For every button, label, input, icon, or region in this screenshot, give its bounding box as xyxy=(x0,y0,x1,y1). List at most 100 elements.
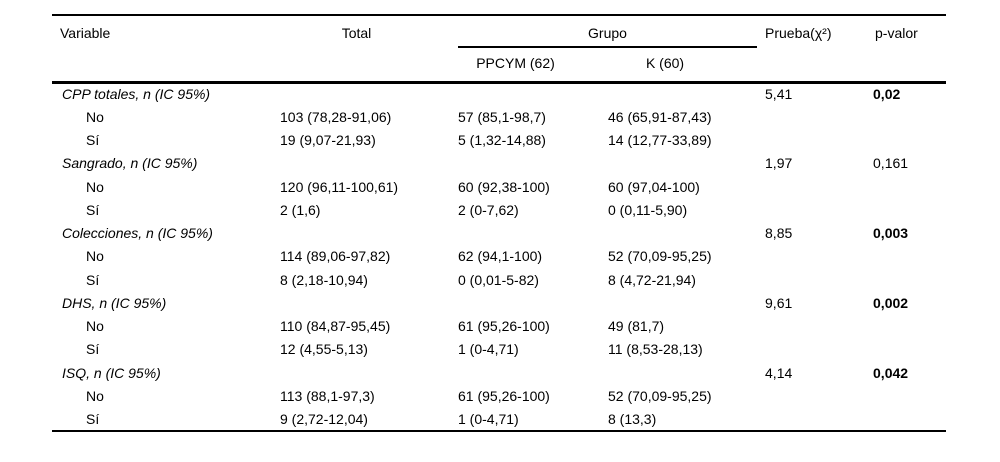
variable-cell: Sí xyxy=(52,407,280,432)
total-cell: 9 (2,72-12,04) xyxy=(280,407,458,432)
prueba-cell xyxy=(757,245,873,268)
ppcym-cell xyxy=(458,361,608,384)
table-row: ISQ, n (IC 95%) 4,14 0,042 xyxy=(52,361,946,384)
k-cell: 46 (65,91-87,43) xyxy=(608,108,712,125)
table-row: DHS, n (IC 95%) 9,61 0,002 xyxy=(52,291,946,314)
pvalor-cell xyxy=(873,315,946,338)
k-cell: 49 (81,7) xyxy=(608,318,665,335)
k-cell: 52 (70,09-95,25) xyxy=(608,387,712,404)
variable-cell: Sí xyxy=(86,132,100,149)
pvalor-cell: 0,042 xyxy=(873,364,909,381)
table-row: Sí 12 (4,55-5,13) 1 (0-4,71) 11 (8,53-28… xyxy=(52,338,946,361)
k-cell: 8 (13,3) xyxy=(608,407,758,432)
col-header-prueba-chi2: Prueba(χ²) xyxy=(757,15,874,84)
ppcym-cell: 0 (0,01-5-82) xyxy=(458,271,539,288)
pvalor-cell xyxy=(873,105,946,128)
pvalor-cell: 0,003 xyxy=(873,225,909,242)
variable-cell: Sí xyxy=(86,201,100,218)
total-cell: 19 (9,07-21,93) xyxy=(280,132,376,149)
ppcym-cell xyxy=(458,291,608,314)
variable-cell: DHS, n (IC 95%) xyxy=(62,294,167,311)
ppcym-cell: 57 (85,1-98,7) xyxy=(458,108,546,125)
table-row: CPP totales, n (IC 95%) 5,41 0,02 xyxy=(52,82,946,105)
ppcym-cell: 60 (92,38-100) xyxy=(458,178,550,195)
table-row: Sí 8 (2,18-10,94) 0 (0,01-5-82) 8 (4,72-… xyxy=(52,268,946,291)
variable-cell: Colecciones, n (IC 95%) xyxy=(62,225,213,242)
variable-cell: Sangrado, n (IC 95%) xyxy=(62,155,198,172)
k-cell: 0 (0,11-5,90) xyxy=(608,201,688,218)
pvalor-cell: 0,161 xyxy=(873,155,909,172)
ppcym-cell: 61 (95,26-100) xyxy=(458,318,550,335)
total-cell xyxy=(280,291,458,314)
prueba-cell xyxy=(757,175,873,198)
pvalor-cell xyxy=(873,129,946,152)
total-cell xyxy=(280,152,458,175)
k-cell xyxy=(608,82,757,105)
header-row-2: PPCYM (62) K (60) xyxy=(52,47,946,84)
total-cell xyxy=(280,82,458,105)
ppcym-cell: 1 (0-4,71) xyxy=(458,407,608,432)
k-cell xyxy=(608,152,757,175)
table-row: Sí 19 (9,07-21,93) 5 (1,32-14,88) 14 (12… xyxy=(52,129,946,152)
prueba-cell xyxy=(757,338,873,361)
k-cell: 8 (4,72-21,94) xyxy=(608,271,696,288)
pvalor-cell xyxy=(873,245,946,268)
total-cell: 114 (89,06-97,82) xyxy=(280,248,391,265)
pvalor-cell xyxy=(873,268,946,291)
col-header-variable: Variable xyxy=(52,15,280,84)
total-cell: 110 (84,87-95,45) xyxy=(280,318,391,335)
results-table: Variable Total Grupo Prueba(χ²) p-valor … xyxy=(52,14,947,432)
table-row: No 114 (89,06-97,82) 62 (94,1-100) 52 (7… xyxy=(52,245,946,268)
prueba-cell xyxy=(757,198,873,221)
prueba-cell: 9,61 xyxy=(765,294,793,311)
pvalor-cell xyxy=(873,198,946,221)
pvalor-cell xyxy=(873,175,946,198)
total-cell xyxy=(280,361,458,384)
prueba-cell xyxy=(757,268,873,291)
k-cell: 60 (97,04-100) xyxy=(608,178,700,195)
total-cell: 120 (96,11-100,61) xyxy=(280,178,399,195)
variable-cell: No xyxy=(86,178,104,195)
total-cell: 8 (2,18-10,94) xyxy=(280,271,368,288)
table-row: No 103 (78,28-91,06) 57 (85,1-98,7) 46 (… xyxy=(52,105,946,128)
variable-cell: Sí xyxy=(86,341,100,358)
col-header-k: K (60) xyxy=(608,47,758,84)
k-cell: 14 (12,77-33,89) xyxy=(608,132,712,149)
total-cell xyxy=(280,222,458,245)
header-row-1: Variable Total Grupo Prueba(χ²) p-valor xyxy=(52,15,947,84)
table-row: Sangrado, n (IC 95%) 1,97 0,161 xyxy=(52,152,946,175)
table-row: No 113 (88,1-97,3) 61 (95,26-100) 52 (70… xyxy=(52,384,946,407)
variable-cell: No xyxy=(86,318,104,335)
prueba-cell: 4,14 xyxy=(765,364,793,381)
ppcym-cell: 61 (95,26-100) xyxy=(458,387,550,404)
table-row: Sí 9 (2,72-12,04) 1 (0-4,71) 8 (13,3) xyxy=(52,407,947,432)
prueba-cell: 8,85 xyxy=(765,225,793,242)
k-cell: 52 (70,09-95,25) xyxy=(608,248,712,265)
k-cell xyxy=(608,291,757,314)
pvalor-cell xyxy=(873,407,947,432)
total-cell: 2 (1,6) xyxy=(280,201,321,218)
variable-cell: CPP totales, n (IC 95%) xyxy=(62,86,211,103)
variable-cell: No xyxy=(86,248,104,265)
total-cell: 113 (88,1-97,3) xyxy=(280,387,375,404)
table-body: CPP totales, n (IC 95%) 5,41 0,02 No 103… xyxy=(52,82,947,432)
table-row: Colecciones, n (IC 95%) 8,85 0,003 xyxy=(52,222,946,245)
ppcym-cell: 5 (1,32-14,88) xyxy=(458,132,546,149)
total-cell: 12 (4,55-5,13) xyxy=(280,341,368,358)
table-row: Sí 2 (1,6) 2 (0-7,62) 0 (0,11-5,90) xyxy=(52,198,946,221)
ppcym-cell: 2 (0-7,62) xyxy=(458,201,519,218)
pvalor-cell xyxy=(873,384,946,407)
col-header-total: Total xyxy=(280,15,458,84)
variable-cell: Sí xyxy=(86,271,100,288)
ppcym-cell xyxy=(458,152,608,175)
pvalor-cell xyxy=(873,338,946,361)
col-header-grupo: Grupo xyxy=(458,15,758,48)
k-cell xyxy=(608,222,757,245)
variable-cell: No xyxy=(86,387,104,404)
ppcym-cell xyxy=(458,82,608,105)
pvalor-cell: 0,02 xyxy=(873,86,901,103)
table-row: No 120 (96,11-100,61) 60 (92,38-100) 60 … xyxy=(52,175,946,198)
prueba-cell xyxy=(757,105,873,128)
prueba-cell xyxy=(757,315,873,338)
prueba-cell xyxy=(757,129,873,152)
